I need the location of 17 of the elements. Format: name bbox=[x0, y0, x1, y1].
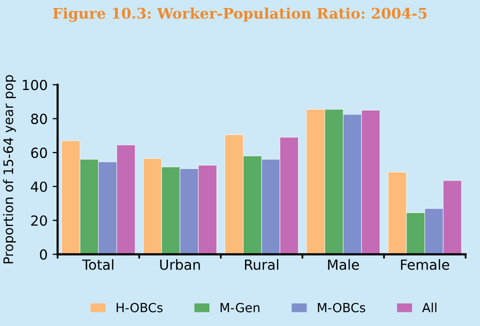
legend-label: H-OBCs bbox=[116, 302, 163, 312]
x-tick-label: Rural bbox=[245, 259, 278, 270]
y-tick-label: 60 bbox=[31, 148, 47, 158]
x-tick-label: Urban bbox=[160, 259, 200, 270]
y-tick-label: 20 bbox=[31, 215, 47, 226]
y-tick-label: 40 bbox=[30, 181, 47, 192]
y-tick-label: 80 bbox=[31, 114, 47, 124]
y-tick-label: 0 bbox=[40, 249, 47, 260]
y-tick-label: 100 bbox=[22, 80, 47, 90]
x-tick-label: Male bbox=[328, 259, 359, 270]
legend-label: All bbox=[422, 302, 436, 312]
chart-title: Figure 10.3: Worker-Population Ratio: 2004-5 bbox=[53, 8, 427, 22]
y-axis-title: Proportion of 15-64 year pop bbox=[3, 75, 16, 264]
legend-label: M-OBCs bbox=[318, 302, 366, 312]
x-tick-label: Female bbox=[401, 259, 450, 270]
legend-label: M-Gen bbox=[220, 302, 260, 312]
x-tick-label: Total bbox=[82, 259, 114, 270]
